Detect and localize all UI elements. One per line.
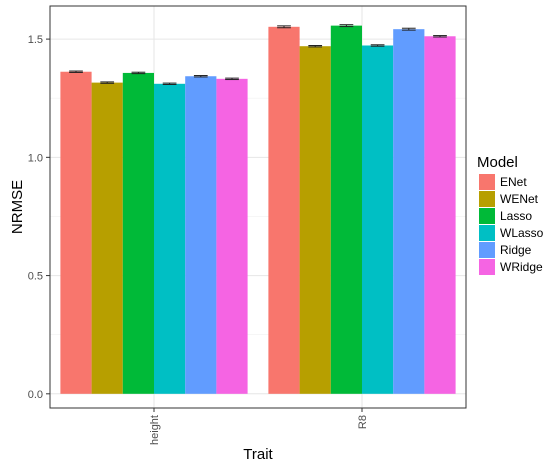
bar-wridge-height	[216, 78, 248, 394]
x-tick-label-height: height	[149, 415, 161, 445]
legend: Model ENet WENet Lasso WLasso Ridge WRidge	[477, 154, 544, 275]
x-axis-title: Trait	[243, 446, 273, 463]
legend-title: Model	[477, 154, 518, 171]
bar-wlasso-height	[154, 83, 186, 394]
y-tick-label: 1.0	[28, 152, 43, 164]
legend-label-wridge: WRidge	[500, 260, 543, 274]
bar-ridge-r8	[393, 29, 425, 394]
legend-label-ridge: Ridge	[500, 243, 532, 257]
legend-swatch-wridge	[479, 259, 495, 275]
legend-swatch-ridge	[479, 242, 495, 258]
bars	[60, 25, 456, 394]
bar-wenet-height	[91, 82, 123, 394]
legend-label-wenet: WENet	[500, 192, 539, 206]
legend-label-enet: ENet	[500, 175, 527, 189]
bar-lasso-r8	[330, 25, 362, 394]
legend-swatch-wlasso	[479, 225, 495, 241]
bar-wlasso-r8	[362, 45, 394, 394]
y-axis-ticks: 0.0 0.5 1.0 1.5	[28, 34, 50, 401]
legend-swatch-lasso	[479, 208, 495, 224]
error-bars	[69, 24, 447, 86]
legend-label-lasso: Lasso	[500, 209, 532, 223]
x-axis-ticks: height R8	[149, 408, 369, 445]
plot-panel-border	[49, 5, 467, 409]
x-tick-label-r8: R8	[357, 415, 369, 429]
bar-ridge-height	[185, 76, 217, 394]
y-tick-label: 0.0	[28, 389, 43, 401]
legend-swatch-enet	[479, 174, 495, 190]
legend-swatch-wenet	[479, 191, 495, 207]
bar-wridge-r8	[424, 36, 456, 394]
y-tick-label: 1.5	[28, 34, 43, 46]
y-axis-title: NRMSE	[9, 180, 26, 234]
y-tick-label: 0.5	[28, 271, 43, 283]
bar-wenet-r8	[299, 46, 331, 394]
legend-label-wlasso: WLasso	[500, 226, 544, 240]
bar-lasso-height	[122, 72, 154, 394]
bar-enet-r8	[268, 26, 300, 394]
bar-enet-height	[60, 71, 92, 394]
